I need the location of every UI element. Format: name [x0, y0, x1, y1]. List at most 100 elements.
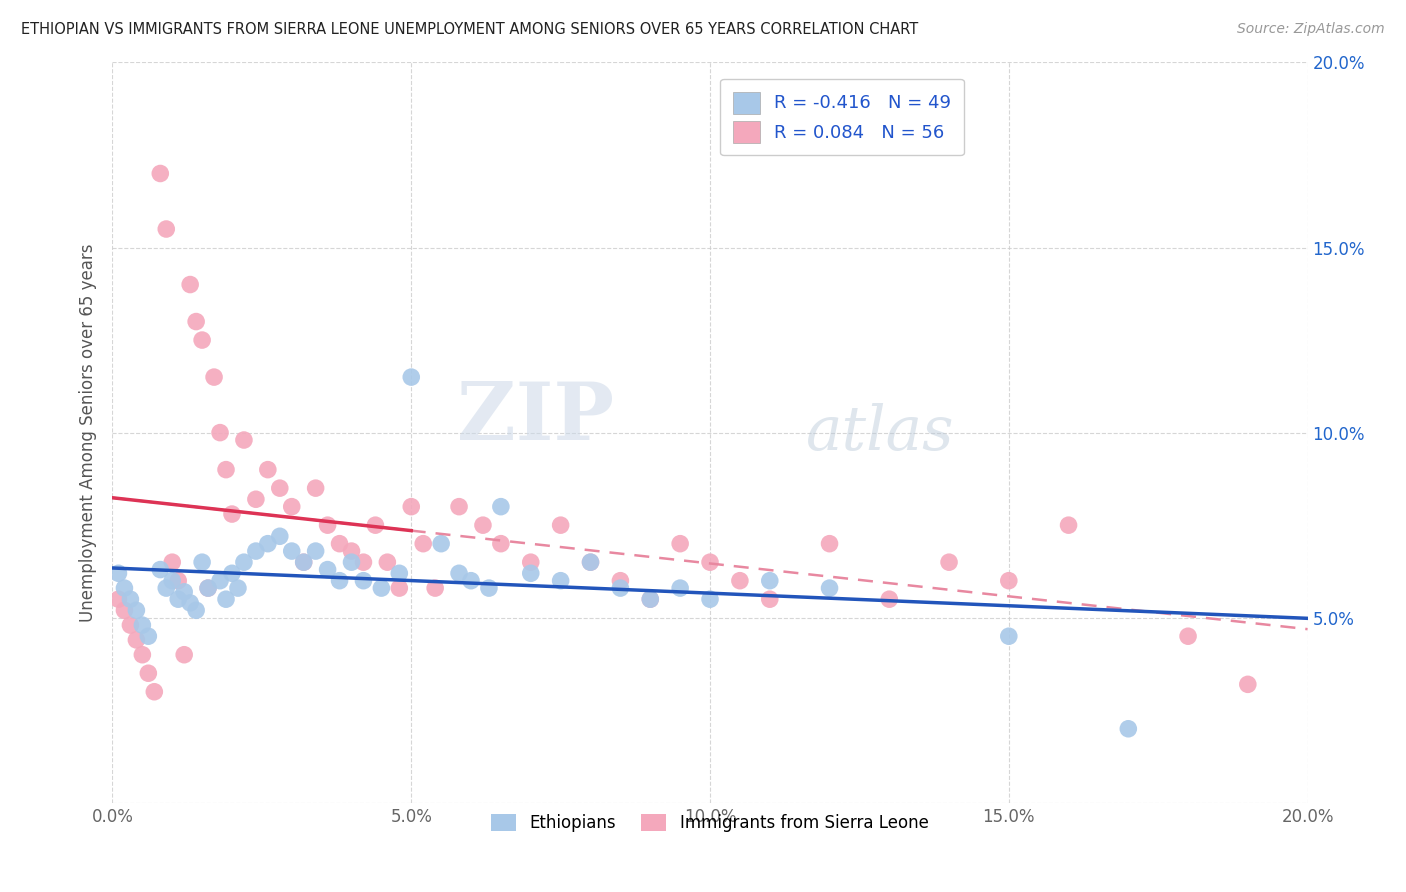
Point	[640, 592, 662, 607]
Point	[388, 566, 411, 581]
Point	[143, 685, 166, 699]
Point	[186, 603, 208, 617]
Point	[579, 555, 602, 569]
Point	[173, 584, 195, 599]
Point	[209, 425, 232, 440]
Point	[138, 629, 160, 643]
Point	[1118, 722, 1140, 736]
Point	[186, 314, 208, 328]
Point	[233, 555, 256, 569]
Point	[449, 500, 471, 514]
Point	[640, 592, 662, 607]
Point	[125, 603, 148, 617]
Point	[520, 566, 543, 581]
Point	[162, 555, 183, 569]
Point	[669, 581, 692, 595]
Point	[412, 536, 434, 550]
Point	[998, 629, 1021, 643]
Point	[316, 563, 339, 577]
Point	[1177, 629, 1199, 643]
Point	[364, 518, 387, 533]
Text: atlas: atlas	[806, 402, 955, 463]
Point	[305, 544, 328, 558]
Point	[699, 592, 721, 607]
Point	[759, 574, 782, 588]
Point	[401, 370, 423, 384]
Point	[449, 566, 471, 581]
Point	[149, 563, 172, 577]
Point	[245, 492, 267, 507]
Point	[938, 555, 960, 569]
Point	[329, 536, 352, 550]
Point	[316, 518, 339, 533]
Point	[167, 574, 190, 588]
Point	[221, 507, 243, 521]
Point	[167, 592, 190, 607]
Point	[353, 555, 375, 569]
Point	[215, 462, 238, 476]
Text: ETHIOPIAN VS IMMIGRANTS FROM SIERRA LEONE UNEMPLOYMENT AMONG SENIORS OVER 65 YEA: ETHIOPIAN VS IMMIGRANTS FROM SIERRA LEON…	[21, 22, 918, 37]
Point	[107, 592, 129, 607]
Point	[120, 618, 142, 632]
Point	[377, 555, 399, 569]
Point	[460, 574, 482, 588]
Point	[191, 333, 214, 347]
Point	[401, 500, 423, 514]
Point	[245, 544, 267, 558]
Point	[197, 581, 219, 595]
Point	[107, 566, 129, 581]
Point	[292, 555, 315, 569]
Point	[609, 581, 631, 595]
Point	[191, 555, 214, 569]
Point	[579, 555, 602, 569]
Point	[221, 566, 243, 581]
Point	[728, 574, 751, 588]
Point	[281, 544, 304, 558]
Point	[131, 618, 153, 632]
Point	[478, 581, 501, 595]
Point	[149, 166, 172, 180]
Point	[669, 536, 692, 550]
Point	[353, 574, 375, 588]
Point	[818, 581, 841, 595]
Point	[998, 574, 1021, 588]
Point	[233, 433, 256, 447]
Point	[281, 500, 304, 514]
Point	[759, 592, 782, 607]
Point	[173, 648, 195, 662]
Point	[209, 574, 232, 588]
Point	[120, 592, 142, 607]
Point	[226, 581, 249, 595]
Point	[155, 581, 177, 595]
Point	[818, 536, 841, 550]
Point	[114, 603, 135, 617]
Point	[179, 277, 201, 292]
Point	[305, 481, 328, 495]
Point	[520, 555, 543, 569]
Point	[1057, 518, 1080, 533]
Y-axis label: Unemployment Among Seniors over 65 years: Unemployment Among Seniors over 65 years	[79, 244, 97, 622]
Point	[269, 529, 291, 543]
Point	[179, 596, 201, 610]
Point	[329, 574, 352, 588]
Point	[425, 581, 447, 595]
Point	[138, 666, 160, 681]
Point	[550, 574, 572, 588]
Point	[292, 555, 315, 569]
Point	[269, 481, 291, 495]
Point	[131, 648, 153, 662]
Point	[162, 574, 183, 588]
Point	[257, 536, 280, 550]
Point	[202, 370, 225, 384]
Point	[114, 581, 135, 595]
Point	[472, 518, 495, 533]
Point	[215, 592, 238, 607]
Point	[489, 500, 512, 514]
Text: Source: ZipAtlas.com: Source: ZipAtlas.com	[1237, 22, 1385, 37]
Point	[1237, 677, 1260, 691]
Point	[257, 462, 280, 476]
Point	[489, 536, 512, 550]
Point	[155, 222, 177, 236]
Point	[340, 555, 363, 569]
Text: ZIP: ZIP	[457, 379, 614, 457]
